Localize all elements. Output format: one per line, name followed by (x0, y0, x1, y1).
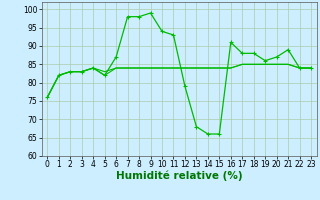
X-axis label: Humidité relative (%): Humidité relative (%) (116, 171, 243, 181)
